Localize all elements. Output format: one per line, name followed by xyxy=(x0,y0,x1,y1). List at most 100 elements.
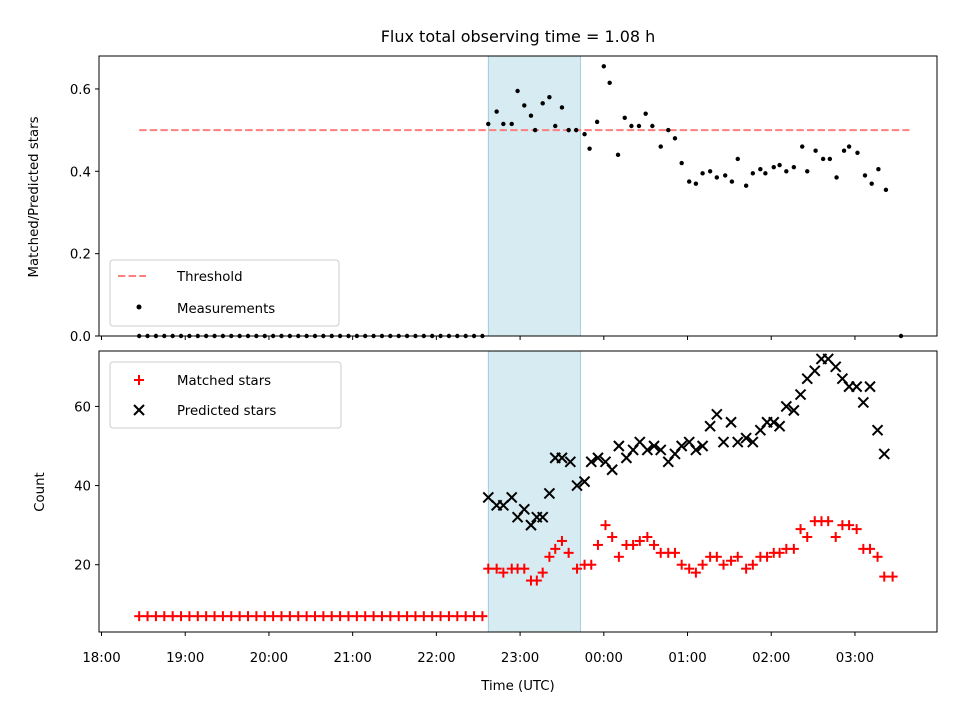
top-axes-frame xyxy=(98,55,938,337)
measurement-point xyxy=(679,160,684,166)
bottom-legend-box xyxy=(109,361,342,429)
predicted-star-marker xyxy=(747,436,759,448)
measurement-point xyxy=(615,152,621,158)
bottom-x-ticks: 18:00 19:00 20:00 21:00 22:00 23:00 00:00 01:00… xyxy=(82,632,874,666)
matched-star-marker xyxy=(159,611,170,622)
matched-star-marker xyxy=(226,611,237,622)
predicted-star-marker xyxy=(788,404,800,417)
measurement-point xyxy=(771,164,776,170)
matched-star-marker xyxy=(376,611,387,622)
measurement-point xyxy=(622,115,627,120)
matched-star-marker xyxy=(301,611,312,622)
x-tick-label: 00:00 xyxy=(585,651,623,666)
measurement-point xyxy=(813,148,818,153)
matched-star-marker xyxy=(452,611,463,622)
matched-star-marker xyxy=(550,543,561,554)
matched-star-marker xyxy=(572,563,583,574)
matched-star-marker xyxy=(851,524,862,535)
matched-star-marker xyxy=(690,567,701,578)
matched-star-marker xyxy=(251,611,262,622)
x-axis-label: Time (UTC) xyxy=(480,679,555,694)
top-y-ticks: 0.0 0.2 0.4 0.6 xyxy=(70,83,99,345)
predicted-star-marker xyxy=(857,396,870,409)
predicted-star-marker xyxy=(641,444,654,456)
y-tick-label: 60 xyxy=(74,400,91,415)
predicted-star-marker xyxy=(525,519,537,531)
matched-legend-label: Matched stars xyxy=(177,374,271,389)
x-tick-label: 20:00 xyxy=(250,651,288,666)
predicted-star-marker xyxy=(606,464,618,476)
predicted-star-marker xyxy=(655,444,667,456)
measurement-point xyxy=(582,132,587,137)
bottom-highlight-span xyxy=(487,350,581,633)
measurement-point xyxy=(693,181,699,186)
measurement-point xyxy=(729,179,735,184)
predicted-star-marker xyxy=(809,365,821,377)
matched-star-markers xyxy=(134,516,898,622)
matched-star-marker xyxy=(418,611,429,622)
matched-star-marker xyxy=(879,571,890,582)
matched-star-marker xyxy=(613,551,624,562)
matched-star-marker xyxy=(607,532,618,543)
top-x-ticks xyxy=(101,336,856,340)
measurement-point xyxy=(784,169,789,174)
matched-star-marker xyxy=(762,551,773,562)
bottom-legend: Matched stars Predicted stars xyxy=(109,361,342,429)
measurement-point xyxy=(587,146,592,151)
matched-star-marker xyxy=(435,611,446,622)
measurement-point xyxy=(573,127,579,133)
matched-star-marker xyxy=(343,611,354,622)
matched-star-marker xyxy=(649,539,660,550)
matched-star-marker xyxy=(684,563,695,574)
top-y-axis-label: Matched/Predicted stars xyxy=(27,116,42,277)
measurements-legend-label: Measurements xyxy=(177,302,275,317)
y-tick-label: 0.0 xyxy=(70,330,91,345)
measurement-point xyxy=(834,175,839,180)
predicted-star-marker xyxy=(536,511,549,523)
predicted-star-marker xyxy=(711,408,723,421)
highlight-span-rect xyxy=(487,55,581,337)
matched-star-marker xyxy=(150,611,161,622)
matched-star-marker xyxy=(192,611,203,622)
matched-star-marker xyxy=(563,547,574,558)
matched-star-marker xyxy=(217,611,228,622)
predicted-star-marker xyxy=(613,440,625,452)
measurement-point xyxy=(486,121,491,127)
matched-star-marker xyxy=(795,524,806,535)
predicted-star-marker xyxy=(871,424,884,436)
measurement-point xyxy=(883,187,889,193)
matched-star-marker xyxy=(360,611,371,622)
measurement-point xyxy=(594,119,600,125)
matched-star-marker xyxy=(142,611,153,622)
x-tick-label: 03:00 xyxy=(836,651,874,666)
measurement-point xyxy=(827,156,833,162)
predicted-legend-swatch xyxy=(133,404,145,416)
matched-star-marker xyxy=(483,563,494,574)
measurement-point xyxy=(566,127,571,133)
matched-star-marker xyxy=(176,611,187,622)
predicted-star-marker xyxy=(564,456,577,468)
matched-star-marker xyxy=(209,611,220,622)
matched-star-marker xyxy=(802,532,813,543)
predicted-star-marker xyxy=(725,416,737,428)
matched-star-marker xyxy=(531,575,542,586)
matched-star-marker xyxy=(711,551,722,562)
matched-star-marker xyxy=(726,555,737,566)
matched-star-marker xyxy=(410,611,421,622)
matched-star-marker xyxy=(351,611,362,622)
chart-title: Flux total observing time = 1.08 h xyxy=(381,27,656,46)
measurement-point xyxy=(722,173,728,178)
matched-star-marker xyxy=(243,611,254,622)
measurement-point xyxy=(658,144,663,149)
bottom-y-ticks: 20 40 60 xyxy=(74,400,99,574)
threshold-legend-label: Threshold xyxy=(176,270,243,285)
matched-star-marker xyxy=(293,611,304,622)
matched-star-marker xyxy=(477,611,488,622)
matched-star-marker xyxy=(284,611,295,622)
matched-star-marker xyxy=(823,516,834,527)
measurement-point xyxy=(636,123,642,129)
x-tick-label: 18:00 xyxy=(82,651,120,666)
top-measurement-points xyxy=(136,64,904,339)
measurement-point xyxy=(540,101,545,106)
